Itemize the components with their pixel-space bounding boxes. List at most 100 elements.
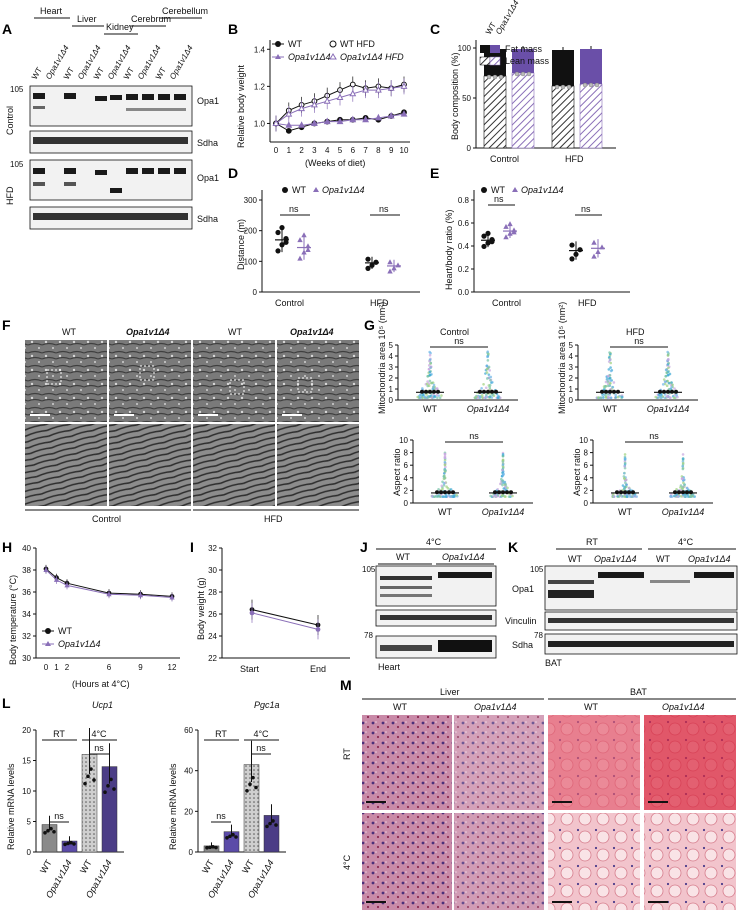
data-point xyxy=(608,351,611,354)
significance-label: ns xyxy=(256,743,266,753)
data-point xyxy=(668,372,672,376)
data-point xyxy=(502,487,506,490)
tick-label: 3 xyxy=(569,363,574,372)
data-point xyxy=(63,842,67,847)
data-point xyxy=(245,788,249,793)
genotype-label: Opa1v1Δ4 xyxy=(688,554,731,564)
data-point xyxy=(440,394,443,397)
legend-label: WT HFD xyxy=(340,39,375,49)
data-point xyxy=(486,350,490,354)
data-point xyxy=(514,71,520,77)
data-point xyxy=(501,463,505,467)
legend-label: Opa1v1Δ4 HFD xyxy=(340,52,404,62)
significance-label: ns xyxy=(581,204,591,214)
mw-marker: 105 xyxy=(530,565,544,574)
western-blot-opa1-hfd xyxy=(29,159,193,201)
x-tick-label: Opa1v1Δ4 xyxy=(647,404,690,414)
panel-label-h: H xyxy=(2,539,12,555)
x-tick-label: 1 xyxy=(287,146,292,155)
data-point xyxy=(666,394,669,398)
data-point xyxy=(432,385,435,389)
gene-label: Ucp1 xyxy=(92,700,113,710)
condition-label: 4°C xyxy=(253,729,269,739)
data-point xyxy=(621,484,625,487)
condition-label: RT xyxy=(215,729,227,739)
data-point xyxy=(616,395,620,399)
data-point xyxy=(604,395,608,399)
data-point xyxy=(607,368,611,371)
data-point xyxy=(494,493,497,497)
data-point xyxy=(511,229,517,235)
x-tick-label: 0 xyxy=(274,146,279,155)
data-point xyxy=(577,247,583,253)
animal-mean xyxy=(436,389,440,394)
genotype-label: WT xyxy=(154,66,168,81)
tick-label: 8 xyxy=(404,449,409,458)
histology-image xyxy=(454,813,544,910)
data-point xyxy=(432,495,436,498)
panel-label-f: F xyxy=(2,317,11,333)
tissue-label: Liver xyxy=(440,687,460,697)
data-point xyxy=(369,262,375,268)
animal-mean xyxy=(447,490,451,495)
tick-label: 5 xyxy=(569,341,574,350)
animal-mean xyxy=(494,389,498,394)
data-point xyxy=(489,494,493,498)
data-point xyxy=(605,377,609,381)
data-point xyxy=(486,74,492,80)
data-point xyxy=(662,378,666,381)
data-point xyxy=(228,834,232,839)
data-point xyxy=(205,845,209,850)
data-point xyxy=(621,495,625,498)
animal-mean xyxy=(451,490,455,495)
data-points xyxy=(275,225,401,274)
data-point xyxy=(485,364,489,368)
y-axis-label: Body weight (g) xyxy=(196,577,206,640)
tick-label: 30 xyxy=(208,566,217,575)
data-point xyxy=(274,823,278,827)
data-point xyxy=(482,396,486,400)
data-point xyxy=(249,610,255,616)
data-point xyxy=(480,394,484,397)
data-point xyxy=(670,385,673,389)
data-point xyxy=(395,262,401,268)
data-point xyxy=(323,117,331,125)
data-point xyxy=(365,265,371,271)
panel-g: G Control HFD Mitochondria area 10⁵ (nm²… xyxy=(364,302,713,517)
data-point xyxy=(106,784,110,788)
group-label: Control xyxy=(490,154,519,164)
data-point xyxy=(666,354,670,357)
genotype-label: Opa1v1Δ4 xyxy=(474,702,517,712)
significance-label: ns xyxy=(289,204,299,214)
scatter-plots: 0 1 2 3 4 5 WT Opa1v1Δ4 ns 0 1 2 3 4 5 WT Opa1v1Δ4 ns 0 2 4 6… xyxy=(389,336,713,517)
em-zoom-image xyxy=(109,424,191,506)
bar-fat xyxy=(580,49,602,84)
data-point xyxy=(430,396,434,399)
tick-label: 30 xyxy=(22,654,31,663)
condition-label: 4°C xyxy=(426,537,442,547)
band-label-sdha: Sdha xyxy=(197,138,218,148)
data-point xyxy=(438,396,442,400)
x-tick-label: 1 xyxy=(54,663,59,672)
y-axis-label: Relative mRNA levels xyxy=(6,763,16,850)
data-point xyxy=(387,111,395,119)
data-point xyxy=(595,248,601,254)
tick-label: 3 xyxy=(389,363,394,372)
animal-mean xyxy=(608,389,612,394)
data-point xyxy=(681,467,685,471)
blot-bands xyxy=(380,572,492,597)
data-point xyxy=(285,110,293,117)
condition-label: 4°C xyxy=(678,537,694,547)
data-point xyxy=(663,380,667,384)
x-tick-label: WT xyxy=(603,404,617,414)
animal-mean xyxy=(439,490,443,495)
data-point xyxy=(301,232,307,238)
tick-label: 2 xyxy=(569,374,574,383)
data-point xyxy=(487,373,491,376)
data-point xyxy=(603,385,607,388)
group-label: HFD xyxy=(370,298,389,308)
legend-label: WT xyxy=(491,185,505,195)
tick-label: 2 xyxy=(389,374,394,383)
panel-l: L Ucp1 Pgc1a Relative mRNA levels Relati… xyxy=(2,695,286,900)
